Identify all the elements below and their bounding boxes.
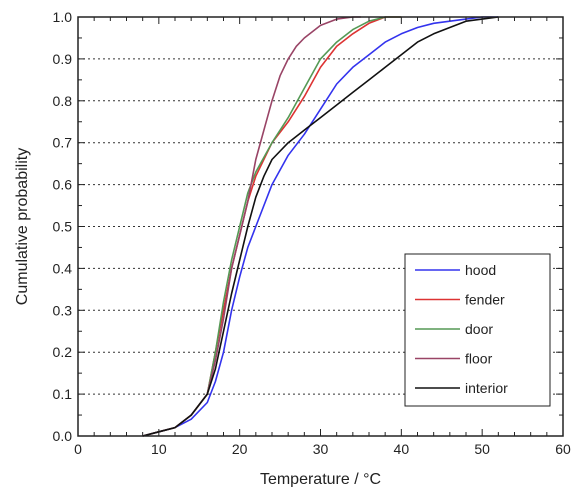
y-tick-label: 0.4 <box>53 260 73 276</box>
grid-lines <box>78 58 563 395</box>
x-axis-title: Temperature / °C <box>260 471 381 487</box>
x-tick-label: 40 <box>394 441 410 457</box>
legend-label-interior: interior <box>465 380 508 396</box>
legend-label-fender: fender <box>465 292 505 308</box>
legend-label-hood: hood <box>465 262 496 278</box>
y-tick-label: 0.7 <box>53 135 73 151</box>
legend-box <box>404 253 551 407</box>
series-line-interior <box>142 16 499 437</box>
y-tick-label: 0.6 <box>53 177 73 193</box>
y-tick-label: 0.0 <box>53 428 73 444</box>
x-tick-label: 30 <box>313 441 329 457</box>
x-tick-label: 0 <box>74 441 82 457</box>
plot-lines <box>142 16 499 437</box>
y-tick-label: 0.2 <box>53 344 73 360</box>
legend-label-door: door <box>465 321 493 337</box>
y-tick-label: 1.0 <box>53 9 73 25</box>
y-tick-label: 0.9 <box>53 51 73 67</box>
legend: hood fender door floor interior <box>404 253 551 407</box>
y-tick-label: 0.1 <box>53 386 73 402</box>
x-tick-label: 20 <box>232 441 248 457</box>
x-tick-label: 10 <box>151 441 167 457</box>
y-tick-label: 0.8 <box>53 93 73 109</box>
x-axis-ticks: 0 10 20 30 40 50 60 <box>74 17 571 457</box>
x-tick-label: 60 <box>555 441 571 457</box>
y-axis-title: Cumulative probability <box>14 148 31 305</box>
y-tick-label: 0.5 <box>53 219 73 235</box>
y-axis-ticks: 0.0 0.1 0.2 0.3 0.4 0.5 0.6 0.7 0.8 0.9 1.0 <box>53 9 563 444</box>
y-tick-label: 0.3 <box>53 302 73 318</box>
legend-label-floor: floor <box>465 351 493 367</box>
x-tick-label: 50 <box>474 441 490 457</box>
series-line-hood <box>142 16 499 437</box>
